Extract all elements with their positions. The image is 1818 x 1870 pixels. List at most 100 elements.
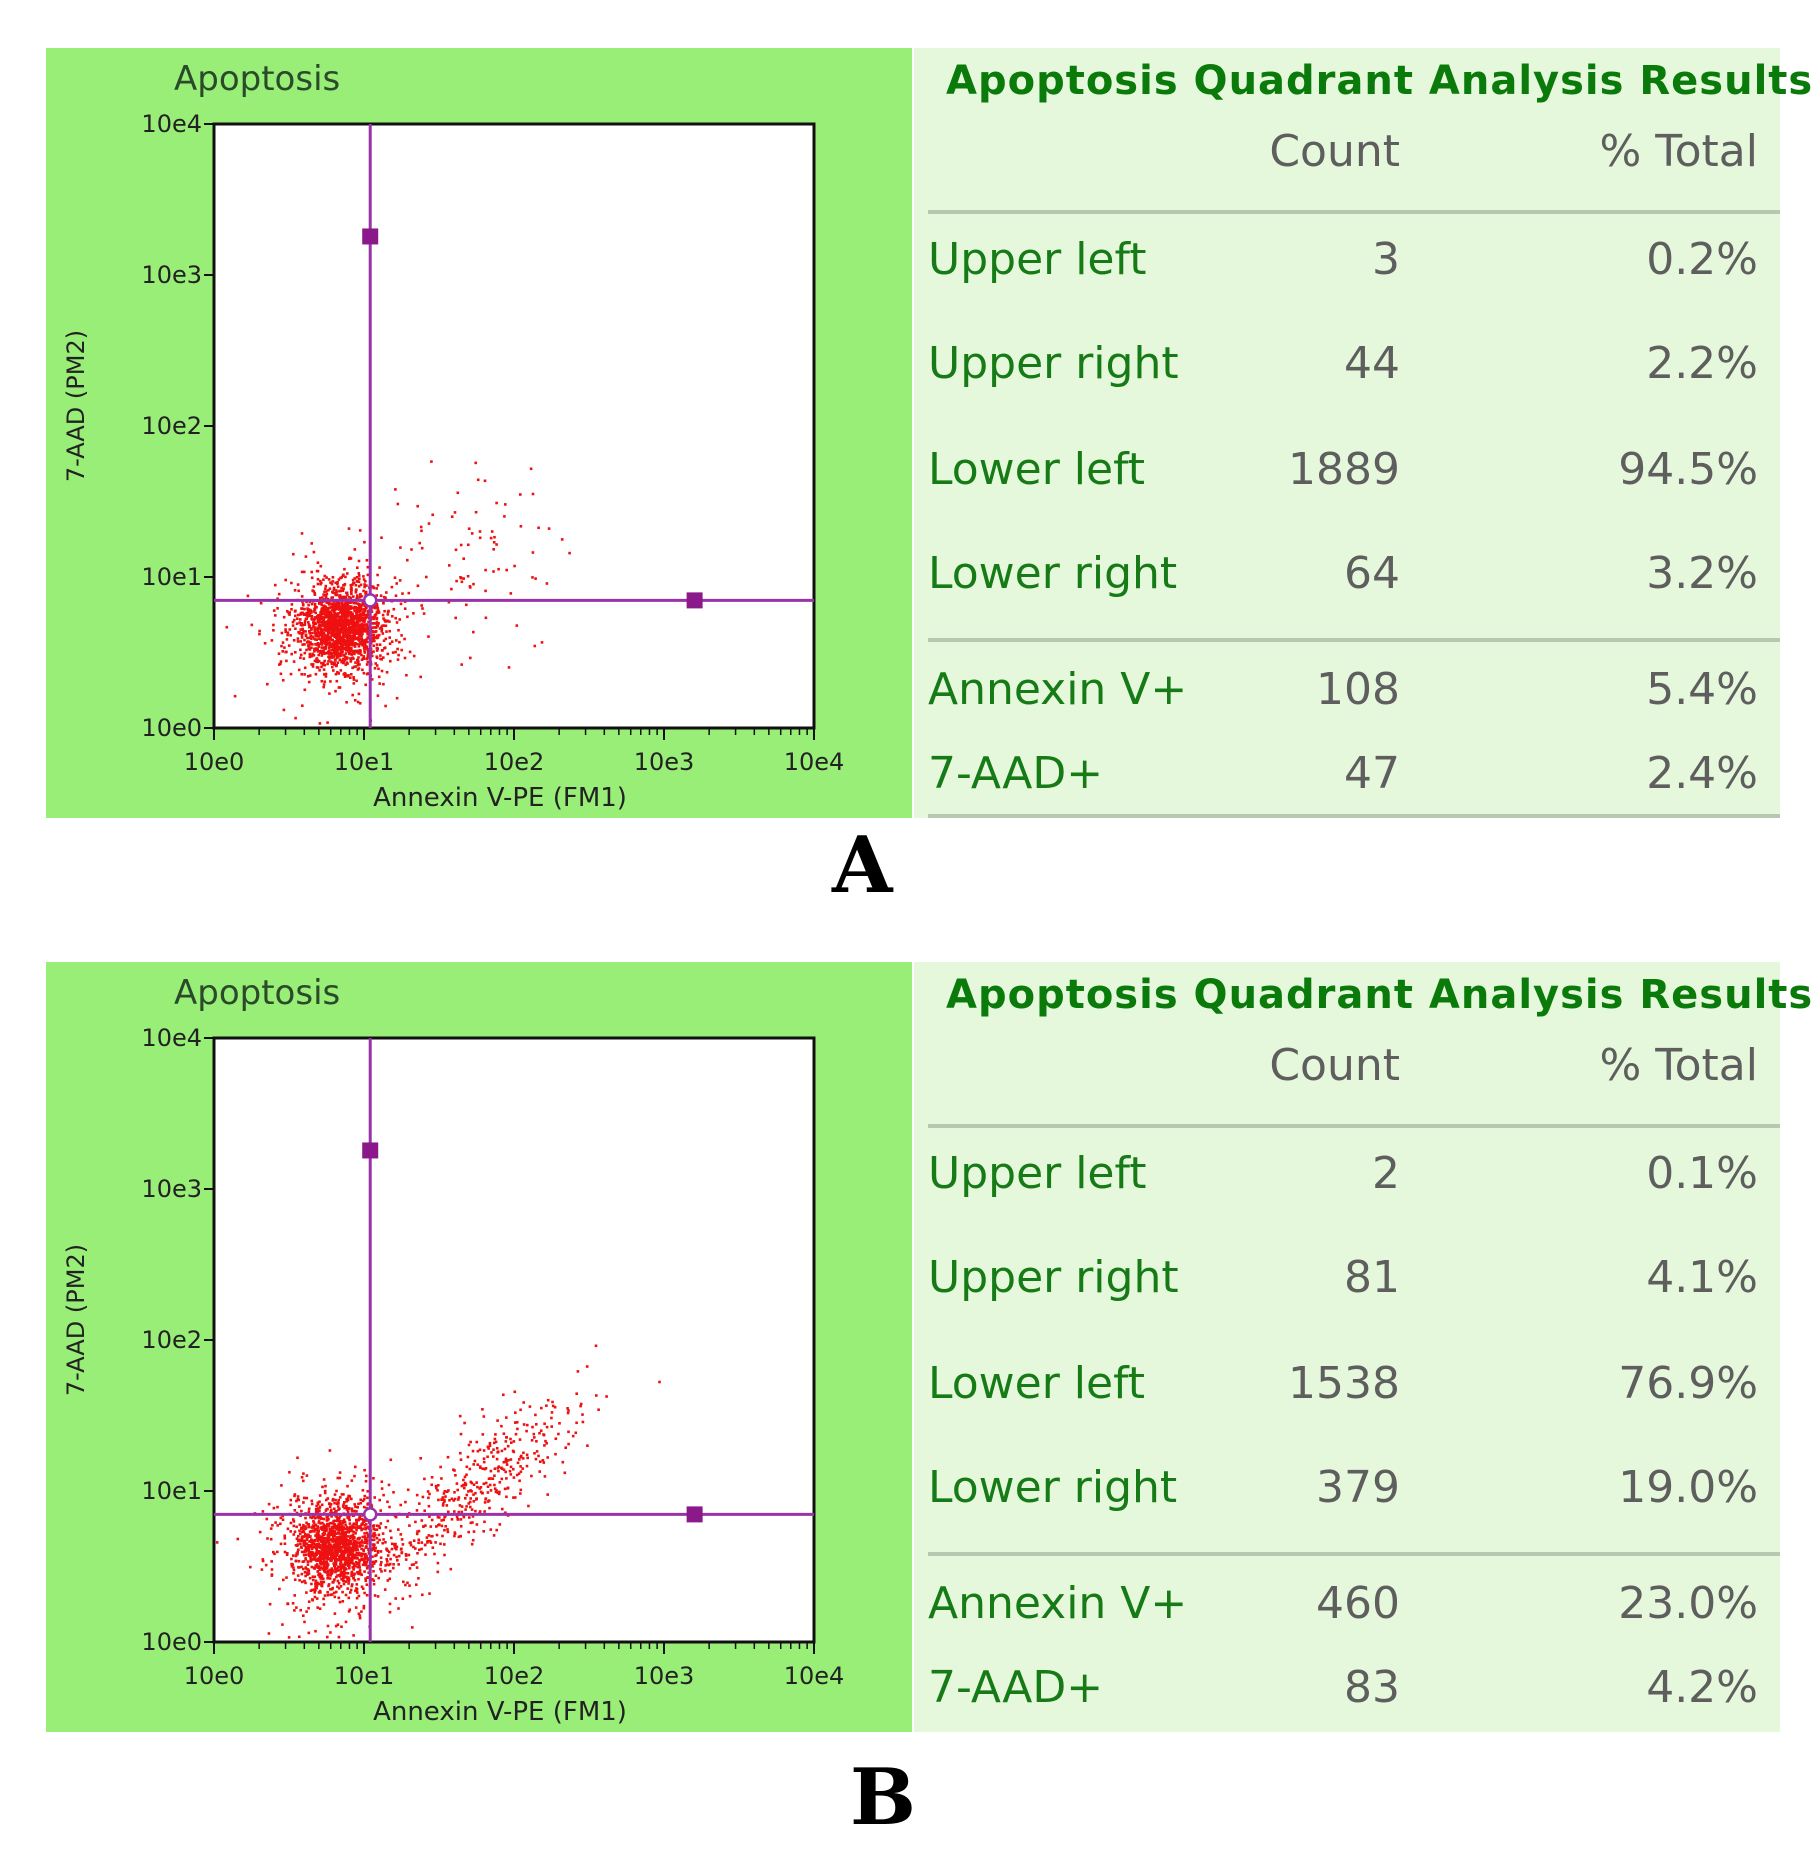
event-dot [330, 1525, 334, 1529]
divider [928, 210, 1780, 214]
event-dot [333, 651, 336, 655]
event-dot [386, 1579, 390, 1582]
event-dot [419, 1457, 422, 1460]
event-dot [329, 680, 332, 683]
event-dot [340, 586, 343, 590]
event-dot [298, 1635, 301, 1639]
event-dot [357, 643, 361, 646]
event-dot [344, 624, 348, 628]
event-dot [517, 1472, 521, 1475]
event-dot [493, 1474, 496, 1477]
event-dot [372, 1546, 375, 1550]
event-dot [314, 643, 317, 646]
event-dot [296, 1543, 300, 1546]
row-percent: 5.4% [1646, 664, 1758, 715]
event-dot [378, 627, 382, 630]
event-dot [658, 1380, 661, 1384]
event-dot [364, 1553, 367, 1556]
event-dot [350, 1570, 354, 1574]
plot-title: Apoptosis [174, 973, 340, 1013]
event-dot [306, 1523, 310, 1526]
event-dot [375, 643, 379, 646]
event-dot [380, 1487, 384, 1490]
event-dot [345, 631, 348, 635]
event-dot [339, 589, 343, 592]
event-dot [376, 1595, 380, 1598]
event-dot [353, 652, 356, 656]
event-dot [390, 1542, 394, 1546]
event-dot [303, 673, 306, 676]
event-dot [311, 1553, 314, 1556]
event-dot [293, 1530, 297, 1534]
event-dot [339, 1568, 343, 1571]
event-dot [340, 1532, 343, 1536]
event-dot [333, 1534, 336, 1537]
event-dot [337, 1635, 341, 1639]
event-dot [352, 682, 356, 685]
event-dot [408, 1594, 412, 1598]
event-dot [534, 1457, 538, 1461]
event-dot [392, 1563, 395, 1566]
event-dot [318, 722, 322, 725]
event-dot [340, 625, 343, 629]
event-dot [274, 614, 277, 617]
event-dot [344, 647, 347, 651]
event-dot [312, 590, 316, 593]
event-dot [528, 1405, 532, 1408]
event-dot [354, 606, 357, 609]
event-dot [326, 1571, 330, 1574]
event-dot [399, 1533, 403, 1536]
panel-a: Apoptosis 10e0 10e1 10e2 10e3 10e4 10e0 10e1 10e… [46, 48, 1812, 818]
event-dot [575, 1421, 578, 1425]
event-dot [320, 637, 324, 641]
event-dot [486, 1455, 489, 1459]
event-dot [349, 1527, 353, 1531]
event-dot [361, 644, 364, 647]
event-dot [567, 1409, 570, 1412]
x-tick-label: 10e3 [634, 1662, 695, 1690]
event-dot [384, 637, 388, 641]
event-dot [322, 1580, 326, 1584]
event-dot [306, 640, 310, 644]
event-dot [342, 1542, 345, 1546]
event-dot [337, 1530, 340, 1533]
event-dot [327, 646, 331, 650]
event-dot [384, 1526, 388, 1529]
event-dot [347, 1576, 350, 1579]
event-dot [354, 661, 357, 664]
event-dot [344, 627, 347, 631]
event-dot [329, 1593, 332, 1597]
x-tick-label: 10e0 [184, 1662, 245, 1690]
event-dot [366, 1564, 370, 1568]
event-dot [327, 1584, 330, 1588]
event-dot [362, 589, 365, 593]
event-dot [358, 1545, 361, 1548]
event-dot [319, 1522, 322, 1525]
event-dot [379, 1556, 383, 1559]
divider [928, 1124, 1780, 1128]
event-dot [340, 630, 343, 634]
event-dot [347, 1556, 350, 1559]
event-dot [519, 1465, 522, 1468]
event-dot [326, 1547, 330, 1550]
event-dot [383, 618, 386, 622]
event-dot [382, 617, 385, 620]
event-dot [346, 629, 350, 632]
event-dot [265, 1517, 269, 1521]
event-dot [440, 1498, 443, 1501]
event-dot [316, 1503, 320, 1506]
event-dot [340, 610, 343, 613]
event-dot [486, 1491, 490, 1494]
results-title: Apoptosis Quadrant Analysis Results [946, 58, 1814, 104]
event-dot [484, 1498, 487, 1501]
event-dot [318, 620, 321, 624]
event-dot [336, 1501, 340, 1504]
event-dot [292, 660, 296, 663]
event-dot [315, 1586, 318, 1590]
event-dot [445, 1504, 449, 1507]
event-dot [384, 1541, 387, 1544]
event-dot [391, 651, 395, 654]
event-dot [329, 1555, 333, 1558]
event-dot [341, 614, 344, 617]
